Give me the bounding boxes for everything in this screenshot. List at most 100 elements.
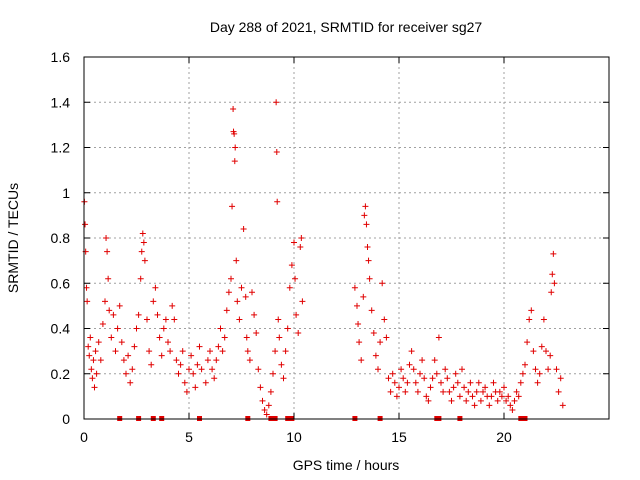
data-point [461, 384, 468, 391]
data-point [249, 289, 255, 296]
data-point [196, 343, 203, 350]
y-tick-label: 0.4 [51, 321, 71, 337]
x-tick-label: 5 [185, 429, 193, 445]
data-point [545, 366, 552, 373]
data-point [181, 379, 188, 386]
data-point [550, 250, 557, 257]
data-point [419, 357, 426, 364]
y-tick-label: 1.4 [51, 94, 71, 110]
data-point [259, 397, 266, 404]
data-point [131, 343, 138, 350]
data-point [90, 357, 97, 364]
data-point [282, 348, 289, 355]
y-tick-label: 0 [62, 411, 70, 427]
data-point [188, 352, 195, 359]
data-point [524, 339, 531, 346]
data-point [202, 379, 209, 386]
data-point [97, 357, 104, 364]
data-point [440, 388, 447, 395]
data-point [365, 257, 372, 264]
data-point [102, 298, 108, 305]
y-axis-ticks: 0 0.2 0.4 0.6 0.8 1 1.2 1.4 1.6 [51, 49, 609, 427]
data-point [99, 320, 106, 327]
data-point [123, 370, 129, 377]
data-point [93, 370, 100, 377]
data-point [368, 307, 375, 314]
data-point [515, 393, 522, 400]
data-point [215, 343, 222, 350]
x-tick-label: 15 [391, 429, 407, 445]
data-point [387, 388, 394, 395]
data-point [229, 203, 236, 210]
data-point [179, 348, 186, 355]
data-point [438, 379, 444, 386]
data-point [507, 402, 514, 409]
data-point [503, 397, 510, 404]
data-point [83, 284, 90, 291]
data-point [393, 393, 400, 400]
data-point [427, 384, 434, 391]
data-point [280, 375, 287, 382]
data-point [383, 334, 390, 341]
data-point [526, 316, 533, 323]
data-point [236, 316, 243, 323]
data-point [366, 275, 373, 282]
data-point [228, 275, 234, 282]
data-point [389, 370, 396, 377]
y-tick-label: 0.2 [51, 366, 71, 382]
data-point [538, 343, 545, 350]
data-point [354, 302, 360, 309]
data-point [477, 397, 484, 404]
data-point [498, 393, 505, 400]
data-point [398, 366, 405, 373]
data-point [150, 298, 157, 305]
data-point [299, 298, 306, 305]
data-point [141, 257, 148, 264]
data-point [120, 357, 127, 364]
data-point [505, 393, 512, 400]
data-point [536, 370, 543, 377]
data-point [559, 402, 566, 409]
data-point [534, 379, 541, 386]
data-point [177, 361, 184, 368]
data-point [192, 384, 199, 391]
y-tick-label: 0.6 [51, 275, 71, 291]
data-point [372, 352, 379, 359]
data-point [238, 284, 245, 291]
data-point [158, 352, 165, 359]
data-point [543, 348, 549, 355]
data-point [423, 393, 430, 400]
data-point [255, 366, 262, 373]
data-point [286, 284, 293, 291]
data-point [555, 388, 562, 395]
data-point [528, 307, 535, 314]
data-point [473, 388, 480, 395]
data-point [165, 339, 171, 346]
data-point [276, 334, 283, 341]
data-point [519, 370, 526, 377]
data-point [110, 311, 117, 318]
data-point [391, 379, 398, 386]
data-point [127, 379, 134, 386]
data-point [88, 366, 95, 373]
data-point [551, 280, 558, 287]
data-point [265, 402, 272, 409]
data-point [223, 307, 230, 314]
data-point [408, 348, 415, 355]
data-point [446, 388, 453, 395]
data-point [125, 352, 132, 359]
data-point [219, 348, 226, 355]
data-point [171, 316, 178, 323]
data-point [213, 357, 220, 364]
data-point [288, 262, 295, 269]
data-point [513, 388, 520, 395]
data-point [243, 334, 250, 341]
data-point [263, 411, 270, 418]
data-point [198, 366, 205, 373]
data-point [530, 348, 537, 355]
data-point [148, 361, 155, 368]
data-point [471, 402, 478, 409]
data-point [298, 235, 305, 241]
data-point [230, 106, 237, 113]
data-point [106, 307, 113, 314]
